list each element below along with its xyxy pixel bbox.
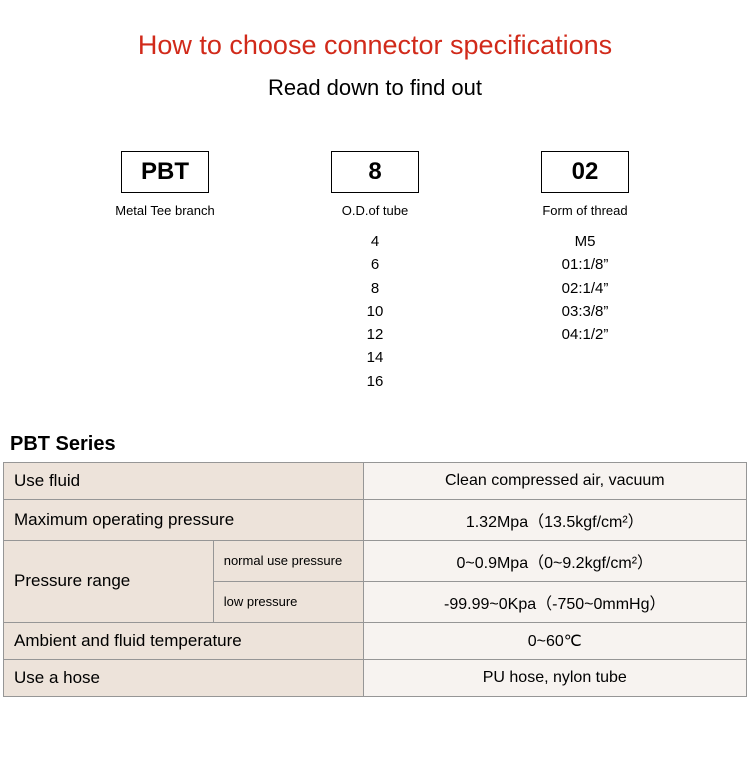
code-value-item: 16: [310, 370, 440, 393]
code-breakdown-row: PBTMetal Tee branch8O.D.of tube468101214…: [0, 151, 750, 393]
spec-table: Use fluidClean compressed air, vacuumMax…: [3, 462, 747, 697]
spec-row: Use fluidClean compressed air, vacuum: [4, 462, 747, 499]
code-value-item: 01:1/8”: [520, 253, 650, 276]
spec-value: 0~60℃: [363, 622, 746, 659]
spec-value: 0~0.9Mpa（0~9.2kgf/cm²）: [363, 540, 746, 581]
spec-label: Use a hose: [4, 659, 364, 696]
code-label: Metal Tee branch: [100, 203, 230, 218]
spec-label: Pressure range: [4, 540, 214, 622]
page-subtitle: Read down to find out: [0, 75, 750, 101]
code-box: PBT: [121, 151, 209, 193]
spec-value: PU hose, nylon tube: [363, 659, 746, 696]
spec-sublabel: low pressure: [213, 581, 363, 622]
code-label: Form of thread: [520, 203, 650, 218]
spec-value: 1.32Mpa（13.5kgf/cm²）: [363, 499, 746, 540]
code-value-item: 12: [310, 323, 440, 346]
page-title: How to choose connector specifications: [0, 30, 750, 61]
code-value-item: 10: [310, 300, 440, 323]
spec-sublabel: normal use pressure: [213, 540, 363, 581]
spec-value: -99.99~0Kpa（-750~0mmHg）: [363, 581, 746, 622]
spec-value: Clean compressed air, vacuum: [363, 462, 746, 499]
code-value-item: 04:1/2”: [520, 323, 650, 346]
code-box: 02: [541, 151, 629, 193]
code-column: 02 Form of thread M501:1/8”02:1/4”03:3/8”0…: [520, 151, 650, 393]
code-value-item: 6: [310, 253, 440, 276]
code-value-item: 03:3/8”: [520, 300, 650, 323]
code-value-item: 4: [310, 230, 440, 253]
code-value-item: 8: [310, 277, 440, 300]
spec-row: Ambient and fluid temperature0~60℃: [4, 622, 747, 659]
spec-row: Maximum operating pressure1.32Mpa（13.5kg…: [4, 499, 747, 540]
code-value-item: M5: [520, 230, 650, 253]
code-label: O.D.of tube: [310, 203, 440, 218]
code-column: PBT Metal Tee branch: [100, 151, 230, 393]
code-column: 8O.D.of tube46810121416: [310, 151, 440, 393]
spec-label: Maximum operating pressure: [4, 499, 364, 540]
code-box: 8: [331, 151, 419, 193]
code-values: 46810121416: [310, 230, 440, 393]
spec-row: Use a hosePU hose, nylon tube: [4, 659, 747, 696]
code-value-item: 02:1/4”: [520, 277, 650, 300]
code-value-item: 14: [310, 346, 440, 369]
spec-row: Pressure rangenormal use pressure0~0.9Mp…: [4, 540, 747, 581]
series-title: PBT Series: [10, 433, 750, 456]
spec-label: Use fluid: [4, 462, 364, 499]
code-values: M501:1/8”02:1/4”03:3/8”04:1/2”: [520, 230, 650, 346]
spec-label: Ambient and fluid temperature: [4, 622, 364, 659]
